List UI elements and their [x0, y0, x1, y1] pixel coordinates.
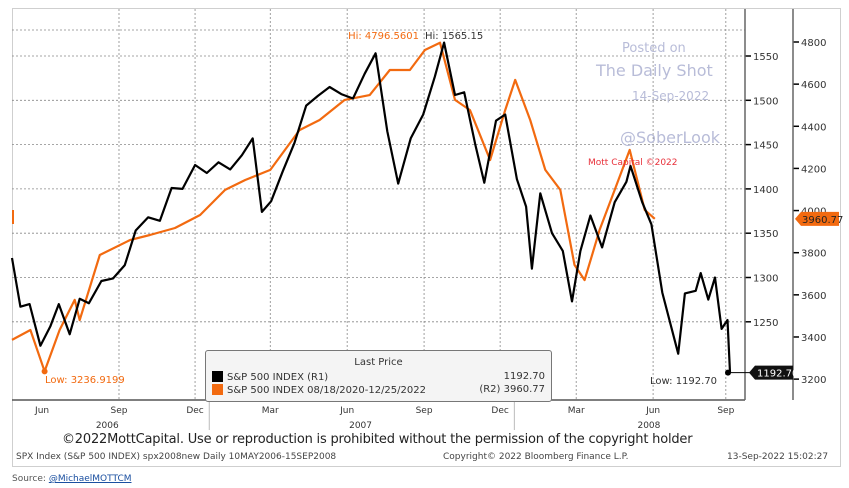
legend-value: 3960.77 [503, 384, 545, 395]
left-axis-tick-label: 1300 [753, 274, 778, 285]
right-axis-tick-label: 4800 [801, 38, 826, 49]
year-label: 2008 [637, 421, 660, 431]
legend-value-group: (R2) 3960.77 [479, 384, 545, 395]
x-tick-label: Mar [262, 406, 279, 416]
right-axis-tick-label: 4600 [801, 80, 826, 91]
last-price-orange: 3960.77 [802, 215, 843, 226]
left-axis-tick-label: 1550 [753, 52, 778, 63]
legend-label: S&P 500 INDEX 08/18/2020-12/25/2022 [227, 385, 426, 396]
source-line: Source: @MichaelMOTTCM [12, 474, 132, 484]
right-axis-tick-label: 3400 [801, 333, 826, 344]
right-axis-tick-label: 4400 [801, 122, 826, 133]
last-price-tag-black [749, 365, 793, 380]
legend-axis: (R2) [479, 384, 501, 395]
source-label: Source: [12, 474, 49, 484]
x-tick-label: Sep [111, 406, 128, 416]
legend-value: 1192.70 [503, 371, 545, 382]
x-tick-label: Jun [645, 406, 660, 416]
orange-low-label: Low: 3236.9199 [45, 375, 125, 386]
x-tick-label: Jun [34, 406, 49, 416]
left-axis-tick-label: 1450 [753, 141, 778, 152]
footer-ticker: SPX Index (S&P 500 INDEX) spx2008new Dai… [16, 452, 337, 462]
watermark-posted: Posted on [622, 41, 686, 56]
right-axis-tick-label: 3800 [801, 249, 826, 260]
orange-high-label: Hi: 4796.5601 [348, 31, 419, 42]
copyright-note: ©2022MottCapital. Use or reproduction is… [62, 432, 693, 447]
footer-timestamp: 13-Sep-2022 15:02:27 [727, 452, 829, 462]
watermark-handle: @SoberLook [620, 128, 720, 147]
left-axis-tick-label: 1400 [753, 185, 778, 196]
x-tick-label: Jun [339, 406, 354, 416]
x-tick-label: Sep [416, 406, 433, 416]
orange-low-marker [41, 368, 48, 375]
watermark-date: 14-Sep-2022 [632, 89, 710, 103]
series-line-orange [11, 41, 656, 373]
x-tick-label: Mar [568, 406, 585, 416]
black-low-label: Low: 1192.70 [650, 376, 717, 387]
mott-capital-label: Mott Capital ©2022 [588, 158, 678, 168]
left-axis-tick-label: 1350 [753, 229, 778, 240]
left-axis-tick-label: 1250 [753, 318, 778, 329]
left-axis-tick-label: 1500 [753, 96, 778, 107]
year-label: 2007 [349, 421, 372, 431]
footer-copyright: Copyright© 2022 Bloomberg Finance L.P. [443, 452, 629, 462]
x-tick-label: Sep [717, 406, 734, 416]
right-axis-tick-label: 3200 [801, 375, 826, 386]
last-price-black: 1192.70 [757, 369, 798, 380]
source-link[interactable]: @MichaelMOTTCM [48, 474, 132, 484]
watermark-site: The Daily Shot [596, 61, 713, 80]
left-edge-marker [12, 210, 14, 224]
x-tick-label: Dec [491, 406, 508, 416]
legend-entry-r1: S&P 500 INDEX (R1) 1192.70 [212, 371, 545, 384]
black-high-label: Hi: 1565.15 [425, 31, 483, 42]
legend-swatch-black [212, 371, 223, 382]
year-label: 2006 [96, 421, 119, 431]
x-tick-label: Dec [186, 406, 203, 416]
legend-entry-r2: S&P 500 INDEX 08/18/2020-12/25/2022 (R2)… [212, 384, 545, 397]
right-axis-tick-label: 3600 [801, 291, 826, 302]
legend-label: S&P 500 INDEX (R1) [227, 372, 329, 383]
legend-title: Last Price [354, 357, 403, 368]
black-low-marker [725, 369, 731, 376]
right-axis-tick-label: 4200 [801, 164, 826, 175]
series-line-black [10, 41, 732, 373]
legend: Last Price S&P 500 INDEX (R1) 1192.70 S&… [205, 350, 552, 402]
last-price-tag-orange [795, 211, 839, 226]
legend-swatch-orange [212, 384, 223, 395]
